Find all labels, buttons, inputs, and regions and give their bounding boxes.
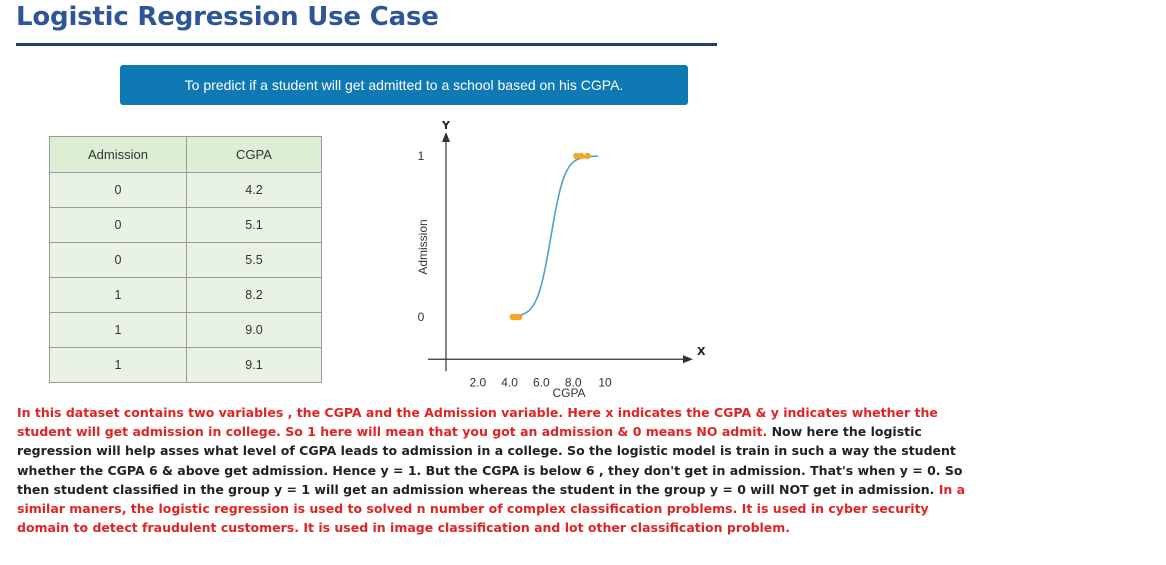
paragraph-intro: In this dataset contains two variables ,… [17,405,938,440]
data-point [584,152,591,160]
chart-curve [509,155,598,318]
x-tick-label: 4.0 [501,375,518,389]
table-row: 1 8.2 [49,277,322,313]
y-axis-arrow [442,132,450,142]
banner-text: To predict if a student will get admitte… [184,77,624,93]
y-tick-label: 1 [418,149,425,163]
cell-cgpa: 5.5 [186,242,322,278]
cell-admission: 0 [49,207,187,243]
x-tick-label: 10 [598,375,612,389]
admission-cgpa-table: Admission CGPA 0 4.2 0 5.1 0 5.5 1 8.2 1… [49,136,322,383]
x-axis-letter: X [697,345,706,358]
cell-cgpa: 5.1 [186,207,322,243]
chart-ticks: 2.0 4.0 6.0 8.0 10 0 1 [418,149,612,389]
paragraph-conclusion: In a similar maners, the logistic regres… [17,481,966,536]
cell-cgpa: 4.2 [186,172,322,208]
logistic-curve-chart: Y X Admission CGPA 2.0 4.0 6.0 8.0 10 0 1 [416,119,706,400]
x-tick-label: 8.0 [565,375,582,389]
chart-axes [428,132,693,372]
x-axis-label: CGPA [552,386,585,400]
table-row: 0 5.1 [49,207,322,243]
cell-admission: 1 [49,277,187,313]
cell-cgpa: 8.2 [186,277,322,313]
x-tick-label: 6.0 [533,375,550,389]
logistic-curve-line [509,155,598,318]
header-admission: Admission [49,136,187,173]
table-header-row: Admission CGPA [49,136,322,173]
cell-cgpa: 9.0 [186,312,322,348]
table-row: 1 9.1 [49,347,322,383]
use-case-banner: To predict if a student will get admitte… [120,65,688,105]
x-tick-label: 2.0 [469,375,486,389]
y-axis-letter: Y [441,119,451,132]
x-axis-arrow [683,355,693,364]
table-row: 0 5.5 [49,242,322,278]
y-axis-label: Admission [416,219,430,274]
data-point [515,313,523,321]
cell-cgpa: 9.1 [186,347,322,383]
cell-admission: 0 [49,172,187,208]
page-title: Logistic Regression Use Case [16,2,439,32]
table-row: 1 9.0 [49,312,322,348]
table-row: 0 4.2 [49,172,322,208]
y-tick-label: 0 [418,310,425,324]
cell-admission: 1 [49,347,187,383]
data-point [573,152,580,160]
chart-points [509,152,591,321]
header-cgpa: CGPA [186,136,322,173]
cell-admission: 1 [49,312,187,348]
paragraph-body: Now here the logistic regression will he… [17,424,963,497]
description-paragraph: In this dataset contains two variables ,… [17,403,967,537]
cell-admission: 0 [49,242,187,278]
title-divider [16,43,717,46]
data-point [577,152,585,160]
